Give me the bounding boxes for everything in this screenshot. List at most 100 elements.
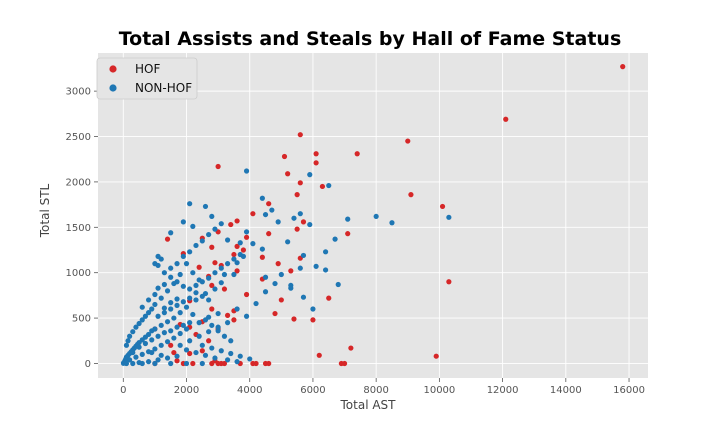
y-tick-label: 2000 xyxy=(66,177,91,188)
data-point xyxy=(262,289,269,295)
data-point xyxy=(234,260,240,266)
data-point xyxy=(297,132,303,138)
data-point xyxy=(187,249,193,255)
data-point xyxy=(209,322,215,328)
x-tick-label: 2000 xyxy=(174,385,199,396)
data-point xyxy=(174,302,180,308)
data-point xyxy=(250,211,256,217)
series-non-hof xyxy=(120,168,452,367)
data-point xyxy=(177,310,183,316)
data-point xyxy=(199,342,205,348)
data-point xyxy=(326,182,332,189)
data-point xyxy=(291,316,297,322)
data-point xyxy=(168,230,174,236)
data-point xyxy=(187,320,193,326)
data-point xyxy=(180,322,186,328)
data-point xyxy=(152,301,158,308)
data-point xyxy=(439,203,446,210)
data-point xyxy=(620,64,626,70)
data-point xyxy=(174,261,180,267)
data-point xyxy=(319,183,326,190)
data-point xyxy=(297,265,303,271)
data-point xyxy=(209,345,215,351)
data-point xyxy=(193,290,199,296)
data-point xyxy=(190,270,196,276)
data-point xyxy=(218,348,224,354)
y-tick-label: 0 xyxy=(85,359,91,370)
legend-marker xyxy=(109,65,117,73)
data-point xyxy=(275,261,281,267)
data-point xyxy=(164,339,171,345)
data-point xyxy=(275,219,281,225)
data-point xyxy=(266,360,272,367)
data-point xyxy=(164,319,171,325)
data-point xyxy=(164,236,171,242)
data-point xyxy=(224,357,231,363)
y-tick-label: 1000 xyxy=(66,268,91,279)
data-point xyxy=(224,320,231,326)
legend: HOF NON-HOF xyxy=(96,57,198,100)
data-point xyxy=(212,286,218,292)
data-point xyxy=(123,342,130,348)
data-point xyxy=(307,172,313,178)
data-point xyxy=(187,350,193,357)
data-point xyxy=(202,317,209,323)
data-point xyxy=(237,353,243,359)
data-point xyxy=(199,238,205,244)
data-point xyxy=(174,353,180,359)
data-point xyxy=(446,279,452,285)
data-point xyxy=(199,279,205,285)
data-point xyxy=(300,294,307,300)
data-point xyxy=(161,281,167,288)
data-point xyxy=(171,335,177,341)
data-point xyxy=(193,282,199,289)
data-point xyxy=(253,300,259,307)
x-tick-label: 8000 xyxy=(363,385,388,396)
data-point xyxy=(234,306,240,312)
series-hof xyxy=(152,64,626,367)
legend-box xyxy=(96,57,198,100)
data-point xyxy=(183,360,190,367)
data-point xyxy=(354,151,360,157)
data-point xyxy=(234,359,240,365)
data-point xyxy=(212,270,218,276)
data-point xyxy=(215,310,221,317)
data-point xyxy=(206,231,212,238)
data-point xyxy=(190,223,196,229)
data-point xyxy=(240,247,247,253)
data-point xyxy=(209,244,215,250)
data-point xyxy=(389,220,395,226)
y-tick-label: 500 xyxy=(72,314,91,325)
data-point xyxy=(161,330,167,336)
data-point xyxy=(231,317,237,323)
data-point xyxy=(155,333,161,339)
data-point xyxy=(231,251,237,258)
data-point xyxy=(180,283,186,289)
data-point xyxy=(139,360,145,367)
data-point xyxy=(259,246,265,252)
data-point xyxy=(259,195,265,201)
data-point xyxy=(136,320,142,327)
data-point xyxy=(297,180,303,186)
y-tick-label: 3000 xyxy=(66,87,91,98)
data-point xyxy=(243,291,250,298)
data-point xyxy=(183,261,190,267)
data-point xyxy=(231,271,237,278)
y-tick-label: 2500 xyxy=(66,132,91,143)
data-point xyxy=(168,328,174,334)
data-point xyxy=(164,288,171,294)
data-point xyxy=(269,207,275,213)
data-point xyxy=(155,357,161,363)
data-point xyxy=(174,324,180,330)
data-point xyxy=(307,221,313,228)
data-point xyxy=(247,356,253,362)
data-point xyxy=(206,275,212,281)
data-point xyxy=(300,252,307,259)
data-point xyxy=(161,305,167,311)
x-tick-label: 12000 xyxy=(487,385,519,396)
data-point xyxy=(206,297,212,303)
data-point xyxy=(183,326,190,332)
data-point xyxy=(237,251,243,258)
data-point xyxy=(262,274,269,280)
